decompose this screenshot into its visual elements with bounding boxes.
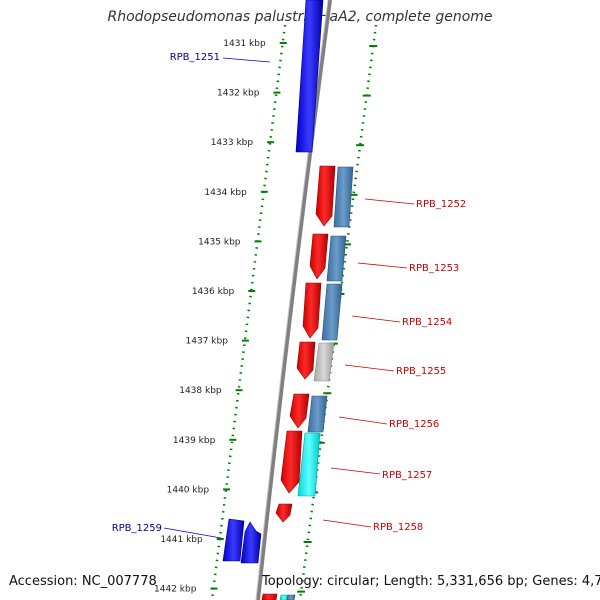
ruler-label: 1440 kbp — [167, 485, 210, 495]
gene-rpb1254-arrow[interactable] — [302, 282, 322, 339]
ruler-label: 1435 kbp — [198, 237, 241, 247]
gene-label-rpb1256[interactable]: RPB_1256 — [389, 419, 439, 430]
connector-rpb1257 — [330, 467, 381, 475]
connector-rpb1254 — [351, 315, 401, 323]
gene-rpb1259-arrow-a[interactable] — [222, 518, 245, 562]
ruler-label: 1442 kbp — [154, 585, 197, 595]
gene-bottom-red[interactable] — [261, 593, 278, 600]
ruler-ticks — [210, 42, 378, 593]
gene-rpb1258-arrow[interactable] — [275, 503, 293, 523]
gene-rpb1255-arrow[interactable] — [296, 341, 316, 380]
gene-rpb1259-arrow-b[interactable] — [240, 521, 262, 564]
connector-rpb1253 — [357, 262, 408, 269]
gene-bottom-steel[interactable] — [286, 594, 296, 600]
accession-text: Accession: NC_007778 — [9, 574, 157, 589]
ruler-labels: 1431 kbp 1432 kbp 1433 kbp 1434 kbp 1435 kbp… — [154, 39, 266, 595]
gene-rpb1257-arrow[interactable] — [280, 430, 303, 494]
ruler-label: 1441 kbp — [160, 535, 203, 545]
ruler-label: 1434 kbp — [204, 188, 247, 198]
connector-rpb1255 — [344, 364, 395, 372]
gene-bottom-cyan[interactable] — [279, 594, 289, 600]
connector-rpb1252 — [364, 198, 415, 205]
gene-label-rpb1255[interactable]: RPB_1255 — [396, 366, 446, 377]
connector-rpb1258 — [322, 519, 372, 528]
ruler-label: 1438 kbp — [179, 386, 222, 396]
gene-rpb1254-annotation[interactable] — [321, 283, 343, 341]
connector-rpb1259 — [163, 527, 222, 539]
gene-rpb1251-arrow[interactable] — [295, 0, 324, 153]
gene-label-rpb1259[interactable]: RPB_1259 — [112, 523, 162, 534]
gene-label-rpb1252[interactable]: RPB_1252 — [416, 199, 466, 210]
genome-backbone — [256, 0, 332, 600]
inner-ruler-line — [210, 24, 287, 600]
gene-features — [222, 0, 354, 600]
gene-rpb1253-annotation[interactable] — [326, 235, 347, 282]
gene-rpb1255-annotation[interactable] — [313, 342, 335, 382]
topology-text: Topology: circular; Length: 5,331,656 bp… — [262, 574, 600, 589]
gene-label-rpb1251[interactable]: RPB_1251 — [170, 52, 220, 63]
genome-title: Rhodopseudomonas palustris HaA2, complet… — [107, 9, 493, 25]
gene-rpb1256-arrow[interactable] — [289, 393, 310, 429]
ruler-label: 1439 kbp — [173, 436, 216, 446]
gene-rpb1252-annotation[interactable] — [333, 166, 354, 228]
connector-rpb1251 — [222, 57, 271, 63]
ruler-label: 1431 kbp — [223, 39, 266, 49]
gene-label-rpb1254[interactable]: RPB_1254 — [402, 317, 452, 328]
gene-label-group: RPB_1251 RPB_1252 RPB_1253 RPB_1254 RPB_… — [112, 52, 467, 534]
ruler-label: 1433 kbp — [211, 138, 254, 148]
gene-label-rpb1257[interactable]: RPB_1257 — [382, 470, 432, 481]
gene-label-rpb1253[interactable]: RPB_1253 — [409, 263, 459, 274]
ruler-label: 1436 kbp — [192, 287, 235, 297]
gene-label-rpb1258[interactable]: RPB_1258 — [373, 522, 423, 533]
outer-ruler-line — [298, 24, 378, 600]
gene-rpb1257-annotation[interactable] — [297, 432, 321, 497]
ruler-label: 1437 kbp — [186, 337, 229, 347]
ruler-label: 1432 kbp — [217, 89, 260, 99]
gene-rpb1252-arrow[interactable] — [315, 165, 336, 227]
label-connectors — [163, 57, 415, 539]
gene-rpb1253-arrow[interactable] — [309, 233, 329, 280]
connector-rpb1256 — [338, 416, 388, 425]
gene-rpb1256-annotation[interactable] — [307, 395, 328, 433]
